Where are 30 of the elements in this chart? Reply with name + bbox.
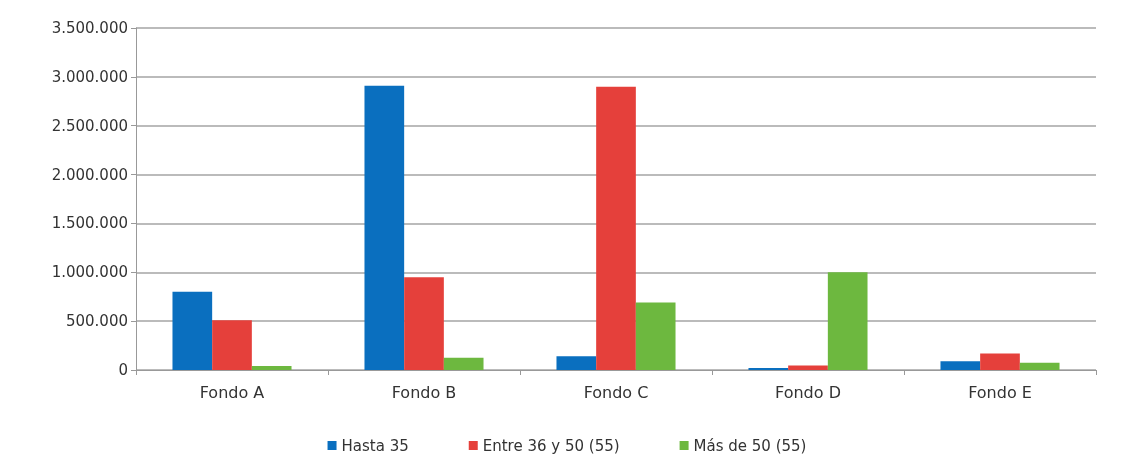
bar — [940, 361, 981, 370]
bar — [251, 366, 292, 370]
y-tick-label: 3.000.000 — [51, 67, 128, 86]
bar — [788, 365, 828, 370]
bar — [980, 353, 1020, 370]
bar — [1019, 362, 1060, 370]
y-tick-label: 500.000 — [65, 312, 128, 331]
y-tick-label: 1.500.000 — [51, 214, 128, 233]
y-tick-label: 2.000.000 — [51, 165, 128, 184]
x-tick-label: Fondo D — [775, 382, 841, 402]
bar — [635, 302, 676, 370]
bar — [212, 320, 252, 370]
x-tick-label: Fondo C — [583, 382, 649, 402]
y-tick-label: 3.500.000 — [51, 19, 128, 37]
bar — [827, 272, 868, 370]
y-tick-label: 2.500.000 — [51, 116, 128, 135]
legend-label: Hasta 35 — [341, 436, 409, 455]
legend-label: Entre 36 y 50 (55) — [482, 436, 620, 455]
bar — [556, 356, 597, 370]
bar — [364, 85, 405, 370]
x-tick-label: Fondo A — [199, 382, 265, 402]
bar — [443, 357, 484, 370]
y-tick-label: 1.000.000 — [51, 263, 128, 282]
bar — [404, 277, 444, 370]
x-tick-label: Fondo E — [968, 382, 1032, 402]
legend-label: Más de 50 (55) — [693, 436, 807, 455]
bar — [596, 86, 636, 370]
y-tick-label: 0 — [118, 361, 128, 379]
x-tick-label: Fondo B — [391, 382, 457, 402]
bar — [172, 291, 213, 370]
